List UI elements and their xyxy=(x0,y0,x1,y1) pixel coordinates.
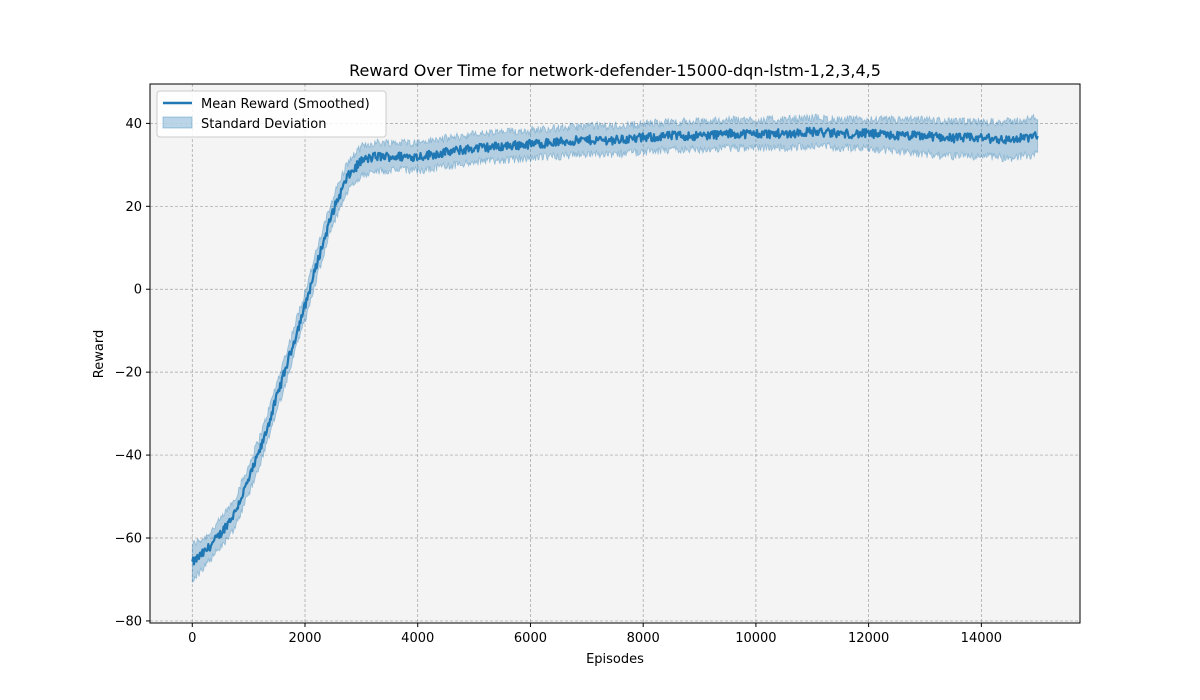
x-ticks: 0 2000 4000 6000 8000 10000 12000 14000 xyxy=(188,623,1002,646)
y-ticks: −80 −60 −40 −20 0 20 40 xyxy=(115,117,150,629)
x-tick-label: 4000 xyxy=(401,631,434,646)
y-tick-label: −80 xyxy=(115,614,142,629)
y-tick-label: 20 xyxy=(125,200,142,215)
plot-area xyxy=(150,84,1080,623)
std-band xyxy=(191,113,1039,584)
grid-lines xyxy=(150,84,1080,623)
legend-label-mean: Mean Reward (Smoothed) xyxy=(201,97,370,112)
mean-reward-line xyxy=(191,126,1039,566)
y-tick-label: 0 xyxy=(134,283,142,298)
mean-line-layer xyxy=(191,126,1039,566)
x-tick-label: 10000 xyxy=(735,631,776,646)
x-tick-label: 12000 xyxy=(848,631,889,646)
x-tick-label: 2000 xyxy=(288,631,321,646)
y-tick-label: −60 xyxy=(115,532,142,547)
plot-frame xyxy=(149,83,1081,624)
x-tick-label: 0 xyxy=(188,631,196,646)
legend-box xyxy=(156,90,387,138)
y-tick-label: 40 xyxy=(125,117,142,132)
y-tick-label: −40 xyxy=(115,449,142,464)
legend: Mean Reward (Smoothed) Standard Deviatio… xyxy=(156,90,387,138)
x-tick-label: 14000 xyxy=(961,631,1002,646)
legend-label-std: Standard Deviation xyxy=(201,117,326,132)
y-tick-label: −20 xyxy=(115,366,142,381)
y-axis-label: Reward xyxy=(92,330,107,378)
legend-swatch-std xyxy=(162,116,193,129)
x-axis-label: Episodes xyxy=(586,652,644,667)
x-tick-label: 6000 xyxy=(514,631,547,646)
chart-title: Reward Over Time for network-defender-15… xyxy=(349,61,881,80)
std-band-layer xyxy=(191,113,1039,584)
x-tick-label: 8000 xyxy=(627,631,660,646)
